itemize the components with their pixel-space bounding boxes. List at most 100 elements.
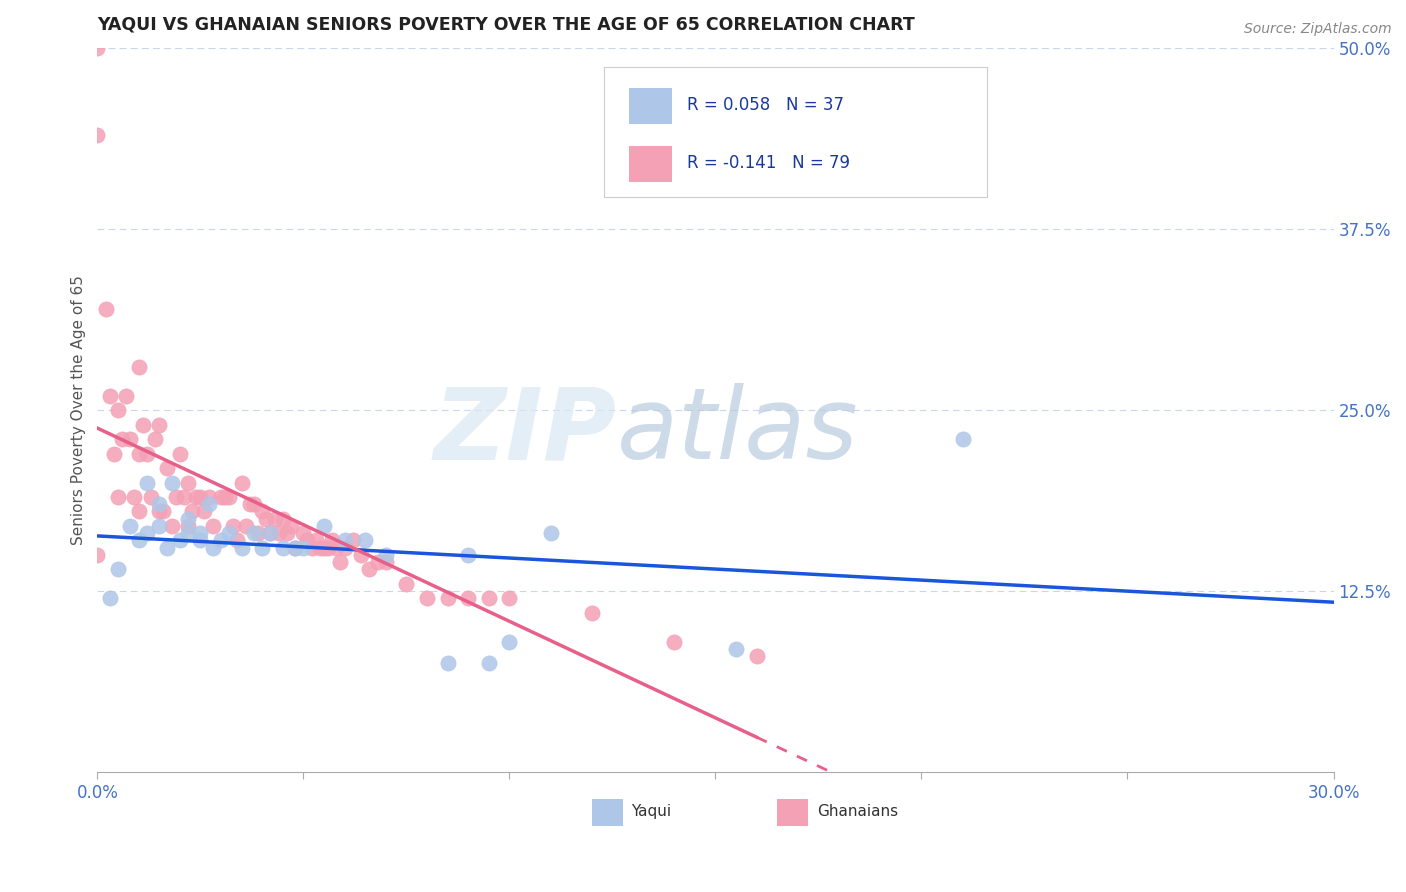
Point: [156, 541, 179, 555]
Point: [342, 533, 364, 548]
Text: Ghanaians: Ghanaians: [817, 805, 898, 819]
Point: [148, 417, 170, 432]
Point: [292, 541, 315, 555]
Text: Source: ZipAtlas.com: Source: ZipAtlas.com: [1244, 22, 1392, 37]
Point: [190, 533, 212, 548]
Point: [139, 490, 162, 504]
Point: [111, 432, 134, 446]
Point: [107, 490, 129, 504]
Point: [177, 526, 200, 541]
Point: [156, 461, 179, 475]
Point: [498, 591, 520, 606]
Point: [177, 519, 200, 533]
Point: [259, 526, 281, 541]
Point: [271, 512, 294, 526]
Point: [305, 533, 328, 548]
Point: [312, 541, 335, 555]
Point: [135, 447, 157, 461]
Point: [190, 490, 212, 504]
Point: [86, 128, 108, 143]
Text: atlas: atlas: [617, 384, 858, 481]
Point: [143, 432, 166, 446]
Point: [94, 301, 117, 316]
Text: YAQUI VS GHANAIAN SENIORS POVERTY OVER THE AGE OF 65 CORRELATION CHART: YAQUI VS GHANAIAN SENIORS POVERTY OVER T…: [97, 15, 915, 33]
Point: [231, 475, 253, 490]
Point: [254, 512, 277, 526]
Text: ZIP: ZIP: [433, 384, 617, 481]
Point: [186, 490, 208, 504]
Point: [724, 642, 747, 657]
Point: [367, 555, 389, 569]
Point: [181, 504, 204, 518]
Point: [165, 490, 187, 504]
Point: [350, 548, 373, 562]
Point: [177, 475, 200, 490]
Y-axis label: Seniors Poverty Over the Age of 65: Seniors Poverty Over the Age of 65: [72, 276, 86, 545]
Point: [115, 389, 138, 403]
Point: [231, 541, 253, 555]
Point: [128, 359, 150, 374]
Point: [374, 548, 396, 562]
Point: [316, 541, 339, 555]
FancyBboxPatch shape: [628, 88, 672, 124]
Point: [235, 519, 257, 533]
Point: [209, 533, 232, 548]
Point: [135, 526, 157, 541]
Point: [321, 533, 343, 548]
Point: [218, 526, 240, 541]
Point: [169, 447, 191, 461]
Point: [128, 533, 150, 548]
Point: [664, 634, 686, 648]
Point: [169, 533, 191, 548]
Point: [478, 591, 501, 606]
Point: [284, 541, 307, 555]
FancyBboxPatch shape: [605, 67, 987, 197]
FancyBboxPatch shape: [592, 798, 623, 826]
Text: R = 0.058   N = 37: R = 0.058 N = 37: [688, 95, 844, 114]
Point: [297, 533, 319, 548]
Point: [333, 541, 356, 555]
FancyBboxPatch shape: [778, 798, 808, 826]
Point: [359, 562, 381, 576]
Point: [276, 526, 298, 541]
Point: [120, 432, 142, 446]
Point: [148, 497, 170, 511]
Point: [86, 41, 108, 55]
Point: [239, 497, 262, 511]
Point: [436, 657, 458, 671]
Point: [197, 497, 219, 511]
Point: [243, 526, 266, 541]
Point: [292, 526, 315, 541]
Point: [201, 519, 224, 533]
Point: [263, 512, 285, 526]
Point: [173, 490, 195, 504]
Point: [197, 490, 219, 504]
Point: [301, 541, 323, 555]
Point: [107, 403, 129, 417]
Point: [148, 519, 170, 533]
Point: [214, 490, 236, 504]
Point: [745, 649, 768, 664]
Point: [280, 519, 302, 533]
Point: [325, 541, 347, 555]
Point: [120, 519, 142, 533]
Point: [131, 417, 153, 432]
Point: [457, 548, 479, 562]
Text: R = -0.141   N = 79: R = -0.141 N = 79: [688, 153, 851, 172]
Point: [148, 504, 170, 518]
Point: [247, 526, 270, 541]
Point: [201, 541, 224, 555]
Point: [86, 548, 108, 562]
Point: [124, 490, 146, 504]
Point: [160, 475, 183, 490]
Point: [177, 512, 200, 526]
Point: [190, 526, 212, 541]
Point: [457, 591, 479, 606]
Point: [267, 526, 290, 541]
Point: [193, 504, 215, 518]
Point: [222, 519, 245, 533]
Point: [160, 519, 183, 533]
Point: [209, 490, 232, 504]
Point: [250, 541, 273, 555]
Point: [312, 519, 335, 533]
